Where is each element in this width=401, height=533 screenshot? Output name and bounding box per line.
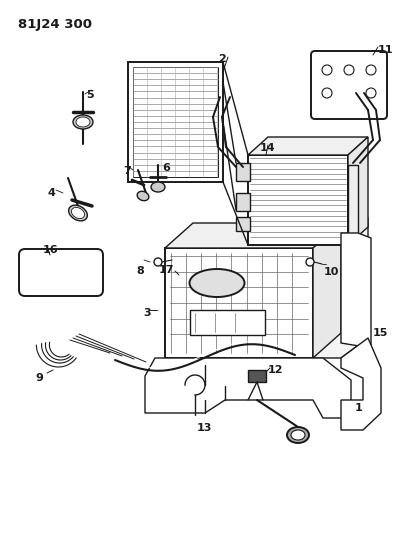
Text: 5: 5 (86, 90, 93, 100)
Text: 2: 2 (218, 54, 226, 64)
Ellipse shape (137, 191, 149, 201)
Circle shape (366, 88, 376, 98)
Ellipse shape (151, 182, 165, 192)
Text: 8: 8 (136, 266, 144, 276)
Text: 14: 14 (260, 143, 275, 153)
Circle shape (366, 65, 376, 75)
Polygon shape (348, 137, 368, 245)
Text: 6: 6 (162, 163, 170, 173)
Polygon shape (313, 223, 341, 358)
Polygon shape (165, 223, 341, 248)
FancyBboxPatch shape (19, 249, 103, 296)
Ellipse shape (287, 427, 309, 443)
Bar (190, 310, 265, 335)
Ellipse shape (291, 430, 305, 440)
Circle shape (322, 88, 332, 98)
Bar (248, 370, 266, 382)
Circle shape (344, 65, 354, 75)
Text: 16: 16 (43, 245, 59, 255)
Text: 17: 17 (159, 265, 174, 275)
Bar (348, 165, 358, 235)
Polygon shape (313, 198, 368, 358)
Ellipse shape (73, 115, 93, 129)
Bar (128, 62, 223, 182)
Ellipse shape (76, 117, 90, 127)
Text: 15: 15 (373, 328, 389, 338)
Polygon shape (248, 137, 368, 155)
Bar (236, 193, 250, 211)
Polygon shape (145, 358, 351, 418)
Polygon shape (165, 248, 313, 358)
Polygon shape (248, 155, 348, 245)
Bar (236, 217, 250, 231)
Text: 11: 11 (378, 45, 393, 55)
FancyBboxPatch shape (311, 51, 387, 119)
Text: 13: 13 (197, 423, 213, 433)
Ellipse shape (190, 269, 245, 297)
Bar (236, 163, 250, 181)
Text: 1: 1 (355, 403, 363, 413)
Text: 9: 9 (35, 373, 43, 383)
Circle shape (322, 65, 332, 75)
Circle shape (306, 258, 314, 266)
Circle shape (154, 258, 162, 266)
Text: 81J24 300: 81J24 300 (18, 18, 92, 31)
Ellipse shape (69, 205, 87, 221)
Polygon shape (341, 338, 381, 430)
Text: 4: 4 (48, 188, 56, 198)
Text: 3: 3 (143, 308, 151, 318)
Bar (133, 67, 218, 177)
Polygon shape (341, 233, 371, 348)
Text: 12: 12 (268, 365, 284, 375)
Ellipse shape (71, 207, 85, 219)
Text: 10: 10 (324, 267, 339, 277)
Text: 7: 7 (123, 166, 131, 176)
